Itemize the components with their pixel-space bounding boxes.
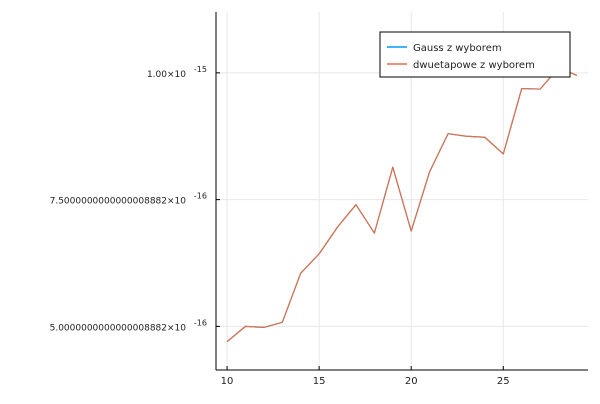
data-series — [226, 67, 578, 343]
y-tick-exponent: -16 — [194, 318, 207, 327]
legend-label: dwuetapowe z wyborem — [413, 60, 535, 71]
y-tick-exponent: -16 — [194, 192, 207, 201]
y-tick-exponent: -15 — [194, 65, 207, 74]
y-tick-label: 1.00×10 — [147, 70, 186, 80]
series-line-2 — [226, 67, 578, 343]
x-tick-label: 15 — [313, 376, 326, 387]
legend-label: Gauss z wyborem — [413, 43, 502, 54]
y-tick-label: 5.0000000000000008882×10 — [50, 323, 187, 333]
x-tick-label: 25 — [497, 376, 510, 387]
legend: Gauss z wyborem dwuetapowe z wyborem — [379, 31, 571, 78]
x-tick-label: 20 — [405, 376, 418, 387]
y-tick-label: 7.5000000000000008882×10 — [50, 197, 187, 207]
legend-box — [379, 31, 571, 78]
series-line-1 — [226, 67, 578, 343]
x-tick-label: 10 — [221, 376, 234, 387]
axes — [215, 12, 588, 371]
tick-labels: 10 15 20 25 5.0000000000000008882×10 -16 7.500… — [50, 65, 510, 387]
